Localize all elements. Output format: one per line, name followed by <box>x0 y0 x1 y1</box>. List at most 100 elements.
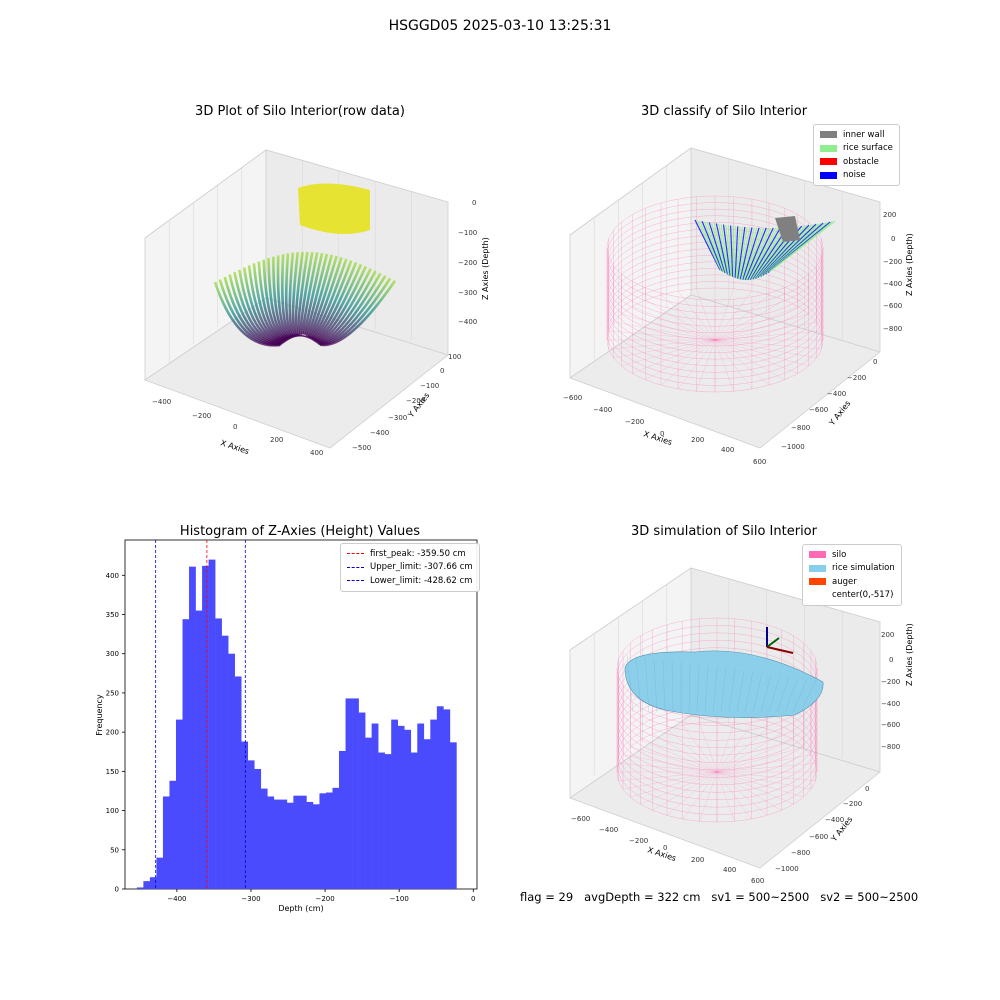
silo-floor-spoke <box>608 339 716 350</box>
plot2-axes-box <box>569 147 881 449</box>
plot4-x-tick: 200 <box>691 856 704 864</box>
histogram-bar <box>352 698 359 889</box>
silo-floor-spoke <box>632 339 716 374</box>
point-strip <box>319 280 397 347</box>
silo-floor-spoke <box>660 339 716 386</box>
point-strip <box>299 251 314 337</box>
histogram-bar <box>143 881 151 889</box>
legend-label: first_peak: -359.50 cm <box>370 548 466 559</box>
auger-y-axis <box>766 637 780 648</box>
silo-floor-spoke <box>666 771 718 816</box>
plot2-z-tick: −600 <box>883 302 902 310</box>
classified-strip <box>746 227 772 281</box>
plot2-y-tick-labels: 0 −200 −400 −600 −800 −1000 <box>781 358 877 451</box>
y-tick-label: 50 <box>110 846 119 854</box>
histogram-bar <box>345 698 353 889</box>
legend-label: auger <box>832 576 857 587</box>
plot2-x-tick: −600 <box>563 394 582 402</box>
histogram-bar <box>260 788 268 889</box>
surface-mesh-line <box>720 668 727 713</box>
classified-strip <box>733 226 736 278</box>
plot2-z-tick: −200 <box>883 258 902 266</box>
plot1-x-tick: 400 <box>310 449 323 457</box>
plot2-x-tick: −200 <box>625 418 644 426</box>
plot1-y-tick: −200 <box>406 397 425 405</box>
legend-label: noise <box>843 170 866 181</box>
silo-floor-spoke <box>716 771 782 811</box>
plot1-y-axis-label: Y Axies <box>406 391 432 420</box>
silo-floor-spoke <box>716 771 804 798</box>
classified-strip <box>715 223 729 275</box>
histogram-bar <box>234 676 242 889</box>
classified-strip <box>727 225 733 277</box>
histogram-bar <box>202 565 209 889</box>
legend-swatch <box>809 564 826 572</box>
silo-floor-spoke <box>716 724 752 773</box>
plot1-3d-scatter: −400 −200 0 200 400 X Axies 100 0 −100 −… <box>144 149 490 457</box>
histogram-bar <box>169 780 177 889</box>
histogram-y-axis-label: Frequency <box>95 694 104 736</box>
histogram-bar <box>241 741 249 889</box>
inner-wall-cluster <box>775 216 800 242</box>
surface-mesh-line <box>728 669 736 713</box>
classified-strip <box>745 227 770 281</box>
surface-mesh-line <box>644 657 650 713</box>
classified-strip <box>713 223 728 275</box>
surface-mesh-line <box>776 676 790 713</box>
histogram-bar <box>189 566 196 889</box>
surface-mesh-line <box>736 670 745 713</box>
legend-label: inner wall <box>843 129 885 140</box>
surface-mesh-line <box>704 665 709 713</box>
histogram-bar <box>319 793 327 889</box>
histogram-bar <box>299 795 307 889</box>
silo-floor-spoke <box>645 339 716 380</box>
classified-strip <box>769 220 836 272</box>
point-strip <box>302 252 324 337</box>
plot2-y-tick: −1000 <box>781 443 805 451</box>
silo-floor-spoke <box>699 722 718 773</box>
silo-floor-spoke <box>716 728 768 773</box>
plot2-x-tick: 0 <box>660 430 664 438</box>
classified-strip <box>747 227 774 281</box>
silo-floor-spoke <box>714 288 734 341</box>
silo-floor-spoke <box>716 722 735 773</box>
classified-strip <box>744 227 767 281</box>
surface-mesh-line <box>696 664 700 713</box>
histogram-bar <box>175 719 183 889</box>
silo-floor-spoke <box>714 339 770 386</box>
legend-swatch <box>820 171 837 179</box>
plot4-x-tick: −400 <box>599 826 618 834</box>
plot2-x-tick: 400 <box>721 446 734 454</box>
plot2-z-tick: 200 <box>883 211 896 219</box>
histogram-bar <box>417 723 425 889</box>
classified-strip <box>699 220 723 272</box>
plot1-z-tick-labels: 0 −100 −200 −300 −400 <box>458 199 477 326</box>
histogram-bar <box>404 729 412 889</box>
silo-floor-spoke <box>632 306 716 341</box>
silo-floor-spoke <box>696 339 716 392</box>
surface-mesh-line <box>744 671 754 713</box>
plot1-y-tick-labels: 100 0 −100 −200 −300 −400 −500 <box>352 353 461 452</box>
histogram-bar <box>391 719 399 889</box>
status-footer: flag = 29 avgDepth = 322 cm sv1 = 500~25… <box>520 890 919 904</box>
histogram-bar <box>332 787 340 889</box>
point-strip <box>301 252 319 337</box>
silo-floor-spoke <box>716 763 816 773</box>
histogram-bar <box>136 887 144 889</box>
plot2-y-tick: −800 <box>791 424 810 432</box>
surface-mesh-line <box>626 654 634 713</box>
x-tick-label: −100 <box>390 895 409 903</box>
legend-label: rice simulation <box>832 563 895 574</box>
surface-mesh-line <box>752 672 763 713</box>
surface-mesh-line <box>784 677 799 713</box>
classified-strip <box>744 227 765 281</box>
silo-floor-spoke <box>714 300 785 341</box>
legend-swatch <box>820 144 837 152</box>
x-tick-label: −300 <box>241 895 260 903</box>
histogram-bar <box>221 635 229 889</box>
legend-line <box>347 580 364 582</box>
histogram-bar <box>267 796 275 889</box>
histogram-bar <box>436 706 444 889</box>
classified-strip <box>750 227 784 280</box>
silo-floor-spoke <box>618 771 718 781</box>
